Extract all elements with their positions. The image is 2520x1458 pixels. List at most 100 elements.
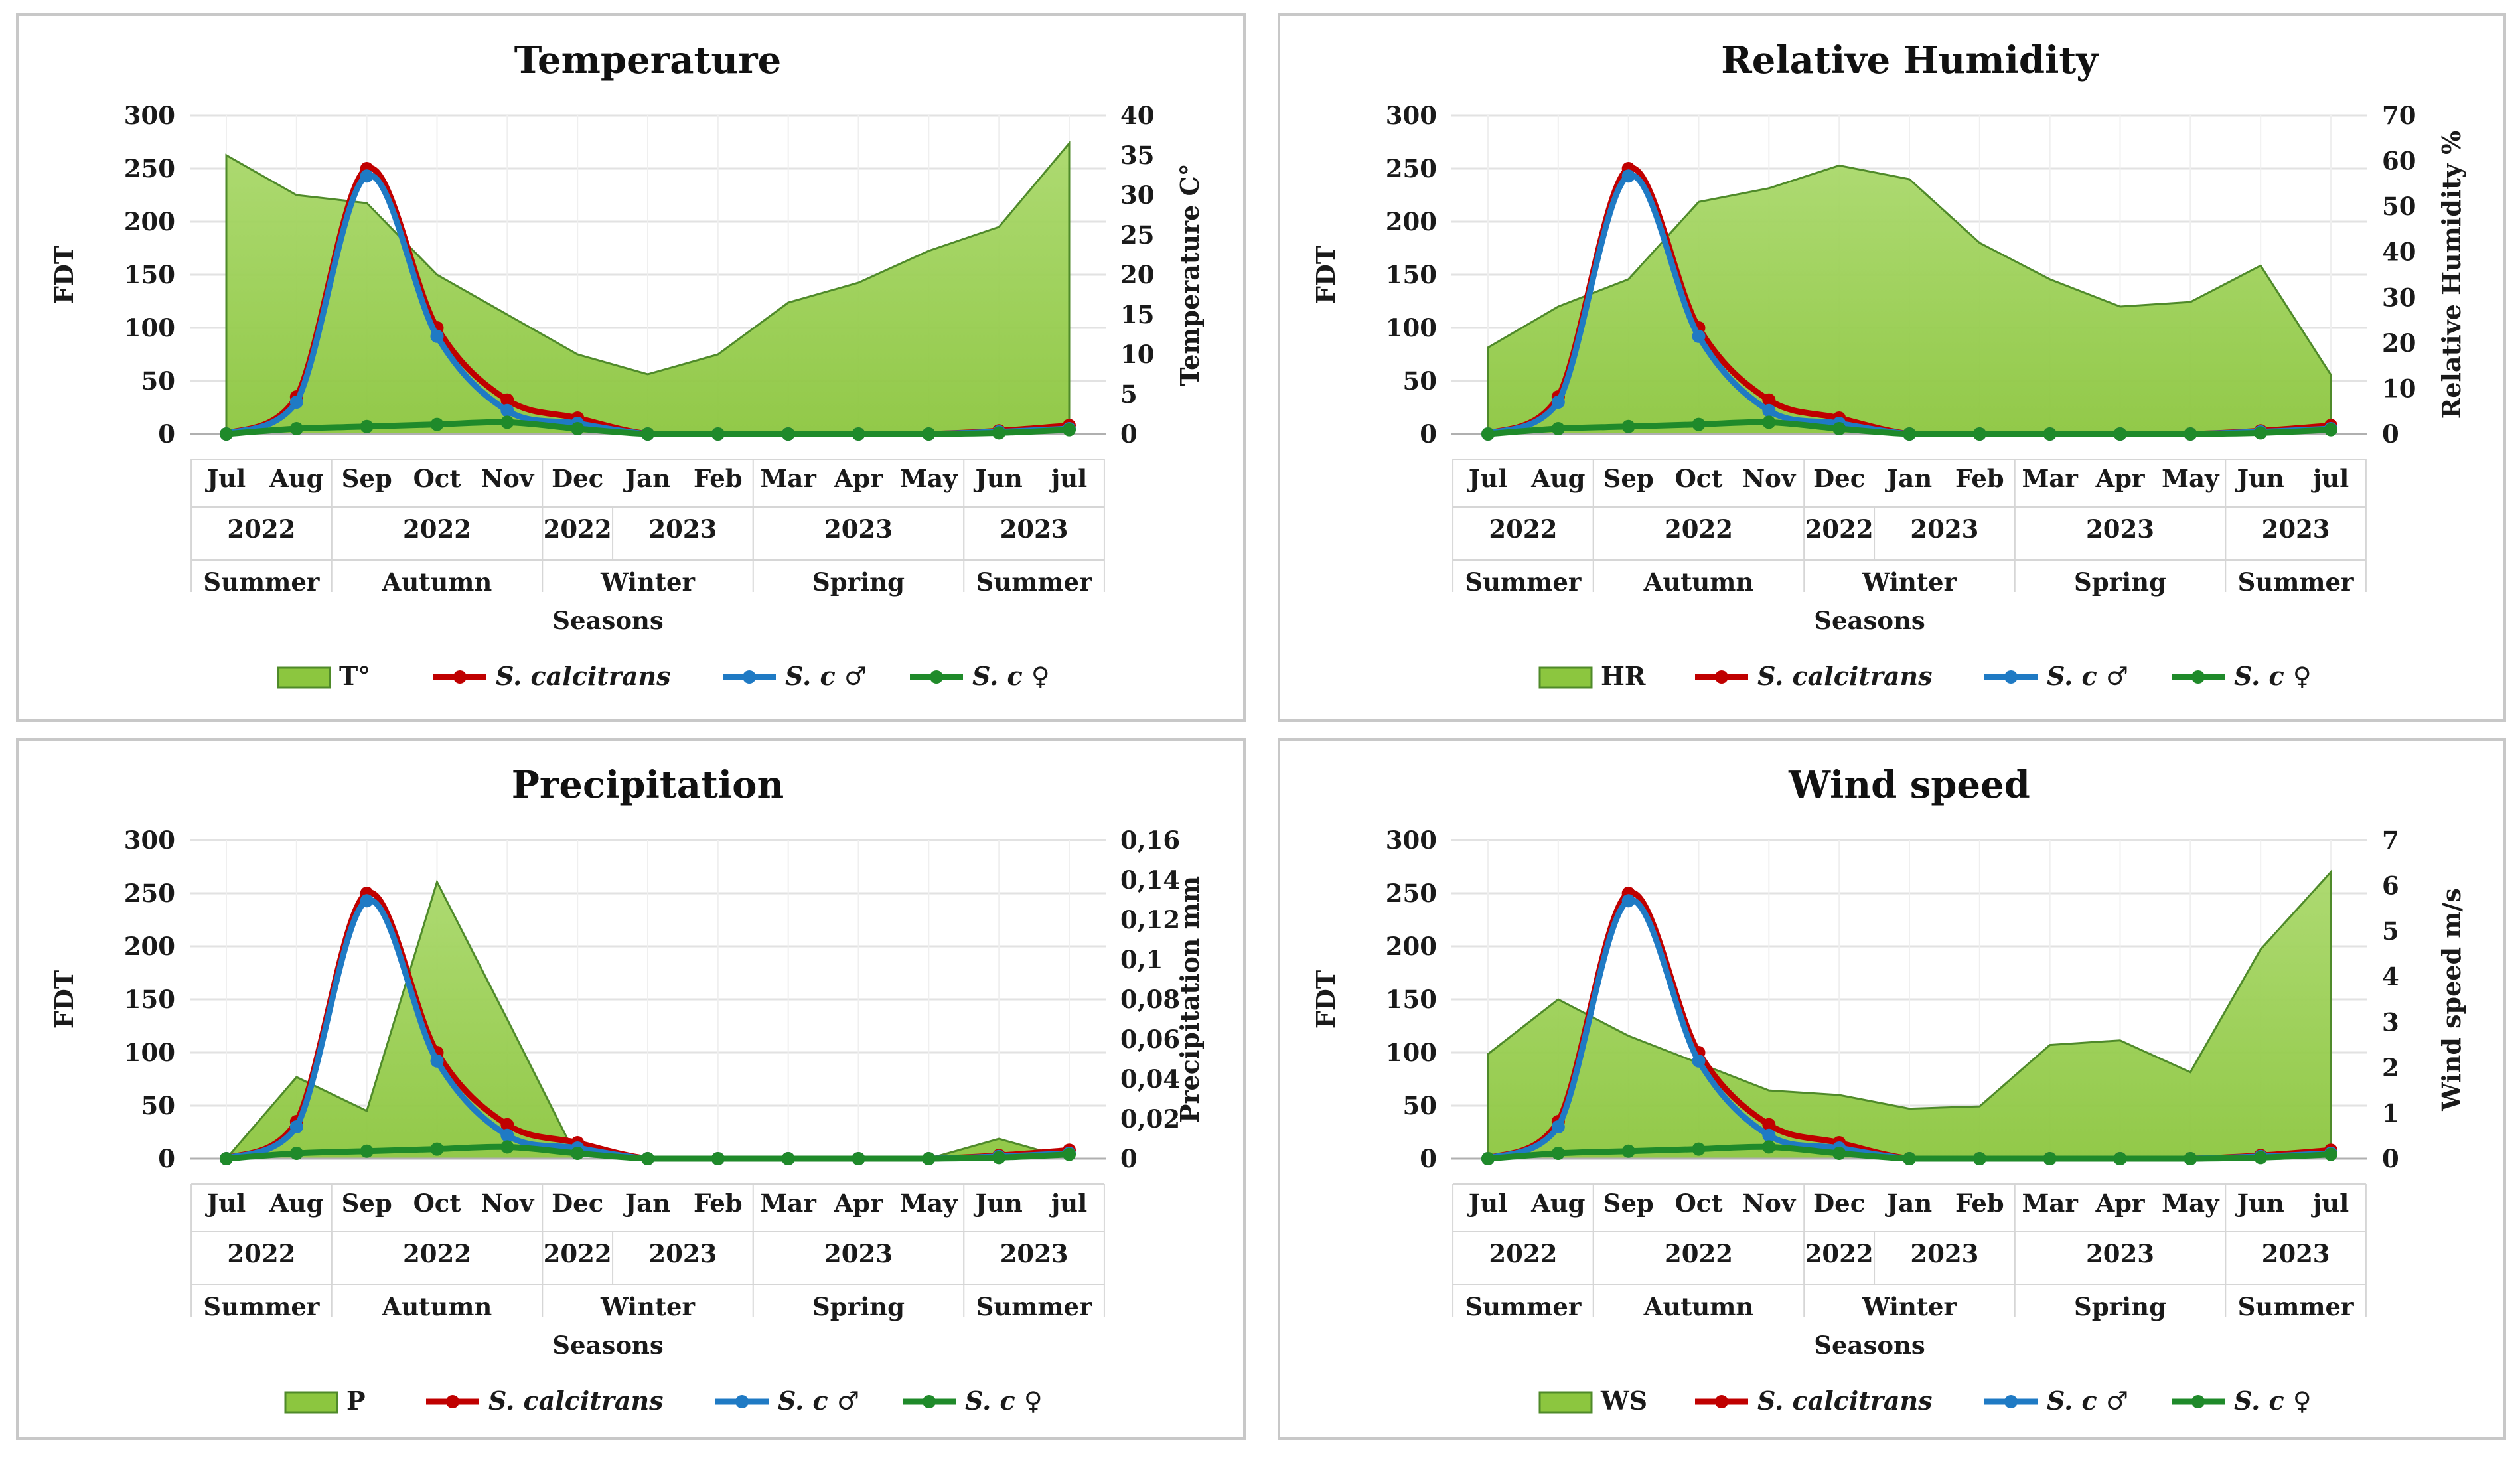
x-tick-label: Feb bbox=[694, 464, 743, 493]
x-tick-label: May bbox=[2162, 1189, 2220, 1218]
year-label: 2022 bbox=[403, 1239, 471, 1268]
chart-title: Temperature bbox=[514, 38, 781, 82]
legend-label: P bbox=[346, 1386, 366, 1416]
series-marker-s-c bbox=[289, 1120, 303, 1133]
y-left-tick-label: 0 bbox=[1420, 419, 1437, 449]
series-marker-s-c bbox=[1063, 423, 1076, 437]
series-marker-s-c bbox=[1762, 1140, 1776, 1154]
y-right-tick-label: 6 bbox=[2382, 871, 2399, 901]
x-axis-title: Seasons bbox=[1814, 1331, 1925, 1360]
series-marker-s-c bbox=[1551, 1147, 1565, 1160]
y-right-tick-label: 35 bbox=[1120, 141, 1155, 170]
series-marker-s-c bbox=[430, 417, 444, 431]
year-label: 2023 bbox=[1000, 1239, 1069, 1268]
legend-marker-s-c bbox=[2191, 1395, 2205, 1408]
legend-marker-s-calcitrans bbox=[1715, 1395, 1728, 1408]
series-marker-s-c bbox=[571, 422, 585, 435]
x-tick-label: Jan bbox=[623, 1189, 670, 1218]
series-marker-s-c bbox=[1692, 417, 1706, 431]
y-left-tick-label: 0 bbox=[158, 1144, 175, 1173]
series-marker-s-c bbox=[1481, 1152, 1495, 1165]
series-marker-s-c bbox=[992, 426, 1006, 440]
y-right-tick-label: 0,12 bbox=[1120, 905, 1180, 934]
series-marker-s-c bbox=[1621, 1144, 1635, 1158]
year-label: 2023 bbox=[2086, 1239, 2154, 1268]
y-right-tick-label: 60 bbox=[2382, 147, 2416, 176]
y-right-tick-label: 0,08 bbox=[1120, 985, 1180, 1014]
series-marker-s-c bbox=[289, 1147, 303, 1160]
y-left-tick-label: 200 bbox=[124, 207, 175, 236]
x-tick-label: Mar bbox=[760, 1189, 816, 1218]
y-right-tick-label: 40 bbox=[1120, 101, 1155, 130]
year-label: 2023 bbox=[648, 514, 717, 544]
series-marker-s-c bbox=[360, 169, 374, 183]
y-left-tick-label: 50 bbox=[1403, 1091, 1438, 1120]
y-right-tick-label: 70 bbox=[2382, 101, 2416, 130]
y-right-tick-label: 0 bbox=[1120, 419, 1138, 449]
x-tick-label: Apr bbox=[833, 464, 883, 493]
series-marker-s-c bbox=[1692, 1054, 1706, 1068]
chart-panel-wind-speed: Wind speed 0 50 100 150 200 250 300 0 1 2 3 4 5 6 7 FDT W… bbox=[1278, 738, 2506, 1440]
y-right-tick-label: 50 bbox=[2382, 192, 2416, 221]
legend-label: S. c ♀ bbox=[965, 1386, 1043, 1416]
y-right-tick-label: 2 bbox=[2382, 1053, 2399, 1082]
y-right-tick-label: 0,16 bbox=[1120, 826, 1180, 855]
series-marker-s-c bbox=[2254, 426, 2268, 440]
x-tick-label: May bbox=[900, 1189, 958, 1218]
series-marker-s-c bbox=[1621, 419, 1635, 433]
area-hr bbox=[1487, 164, 2332, 435]
y-right-axis-title: Wind speed m/s bbox=[2436, 888, 2466, 1111]
legend-label: S. c ♀ bbox=[2234, 1386, 2312, 1416]
y-right-tick-label: 7 bbox=[2382, 826, 2399, 855]
year-label: 2023 bbox=[824, 1239, 893, 1268]
x-tick-label: Apr bbox=[833, 1189, 883, 1218]
series-marker-s-c bbox=[2184, 427, 2197, 441]
year-label: 2023 bbox=[1000, 514, 1069, 544]
series-marker-s-c bbox=[289, 422, 303, 435]
y-right-tick-label: 1 bbox=[2382, 1098, 2399, 1128]
y-left-tick-label: 300 bbox=[124, 826, 175, 855]
series-marker-s-c bbox=[1903, 1152, 1916, 1165]
year-label: 2022 bbox=[544, 1239, 612, 1268]
x-tick-label: Mar bbox=[2022, 1189, 2078, 1218]
x-tick-label: Aug bbox=[269, 464, 323, 493]
y-right-tick-label: 3 bbox=[2382, 1007, 2399, 1037]
chart-panel-temperature: Temperature 0 50 100 150 200 250 300 0 5 10 15 20 25 3… bbox=[16, 13, 1246, 722]
x-tick-label: Jun bbox=[974, 464, 1023, 493]
series-marker-s-c bbox=[1762, 415, 1776, 429]
x-axis-title: Seasons bbox=[552, 1331, 663, 1360]
series-marker-s-c bbox=[220, 427, 233, 441]
x-tick-label: Jun bbox=[2235, 464, 2284, 493]
year-label: 2023 bbox=[648, 1239, 717, 1268]
y-left-tick-label: 0 bbox=[158, 419, 175, 449]
series-marker-s-calcitrans bbox=[500, 393, 514, 407]
x-tick-label: Feb bbox=[1955, 464, 2004, 493]
y-right-tick-label: 0,04 bbox=[1120, 1064, 1180, 1094]
x-tick-label: May bbox=[900, 464, 958, 493]
year-label: 2022 bbox=[1805, 1239, 1874, 1268]
season-label: Autumn bbox=[382, 567, 492, 597]
season-label: Spring bbox=[2074, 567, 2166, 597]
x-tick-label: Nov bbox=[481, 1189, 534, 1218]
series-marker-s-c bbox=[1481, 427, 1495, 441]
y-left-tick-label: 250 bbox=[124, 154, 175, 183]
legend-marker-s-c bbox=[930, 670, 943, 684]
x-tick-label: Aug bbox=[269, 1189, 323, 1218]
legend-marker-s-c bbox=[923, 1395, 936, 1408]
area-ws bbox=[1487, 869, 2332, 1160]
series-marker-s-c bbox=[430, 1054, 444, 1068]
series-marker-s-c bbox=[2324, 423, 2337, 437]
x-tick-label: Feb bbox=[1955, 1189, 2004, 1218]
x-tick-label: Jun bbox=[974, 1189, 1023, 1218]
y-left-tick-label: 300 bbox=[124, 101, 175, 130]
x-tick-label: Sep bbox=[1603, 464, 1654, 493]
y-right-tick-label: 15 bbox=[1120, 300, 1155, 329]
season-label: Summer bbox=[1465, 1292, 1581, 1321]
series-marker-s-c bbox=[1621, 894, 1635, 908]
x-tick-label: Sep bbox=[342, 464, 392, 493]
x-tick-label: Oct bbox=[1675, 464, 1723, 493]
season-label: Spring bbox=[2074, 1292, 2166, 1321]
season-label: Winter bbox=[600, 567, 695, 597]
season-label: Winter bbox=[1862, 1292, 1957, 1321]
legend-label: S. c ♀ bbox=[2234, 661, 2312, 691]
